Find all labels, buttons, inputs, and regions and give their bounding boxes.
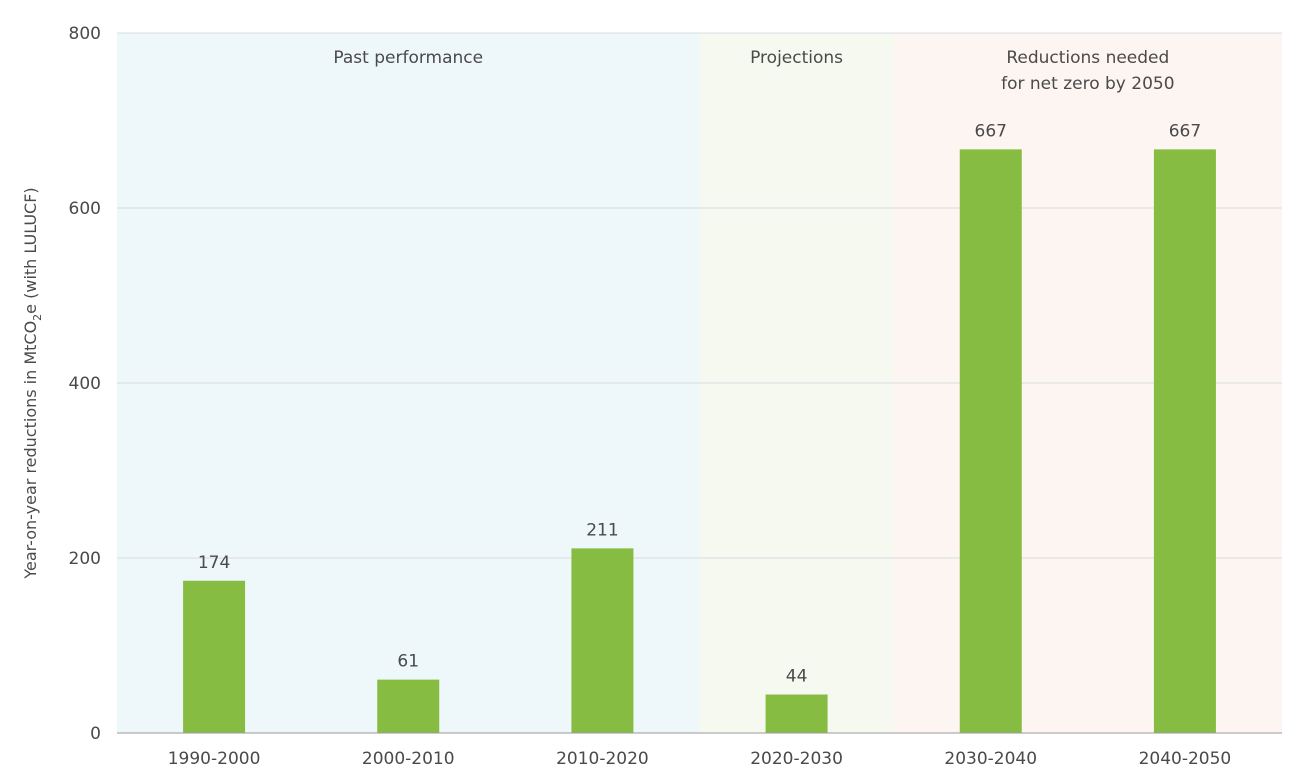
x-axis-ticks: 1990-2000 2000-2010 2010-2020 2020-2030 2030… — [168, 749, 1232, 769]
y-tick-label: 200 — [69, 549, 101, 569]
x-tick-label: 1990-2000 — [168, 749, 261, 769]
y-axis-label: Year-on-year reductions in MtCO2e (with … — [21, 187, 44, 579]
section-labels: Past performance Projections Reductions ne… — [333, 48, 1174, 94]
bar — [959, 149, 1022, 733]
bars — [183, 149, 1216, 733]
y-tick-label: 800 — [69, 24, 101, 44]
y-axis-ticks: 0 200 400 600 800 — [69, 24, 101, 744]
y-axis-label-main: Year-on-year reductions in MtCO — [21, 321, 40, 580]
data-label: 174 — [198, 553, 230, 573]
data-label: 211 — [586, 520, 618, 540]
section-label: Past performance — [333, 48, 483, 68]
section-label-line: Projections — [750, 48, 843, 68]
bar — [1153, 149, 1216, 733]
x-tick-label: 2030-2040 — [944, 749, 1037, 769]
y-tick-label: 400 — [69, 374, 101, 394]
section-label-line: for net zero by 2050 — [1001, 74, 1174, 94]
x-tick-label: 2040-2050 — [1139, 749, 1232, 769]
x-tick-label: 2000-2010 — [362, 749, 455, 769]
x-tick-label: 2020-2030 — [750, 749, 843, 769]
y-tick-label: 600 — [69, 199, 101, 219]
bar — [571, 548, 634, 733]
data-label: 667 — [1169, 121, 1201, 141]
y-tick-label: 0 — [90, 724, 101, 744]
data-label: 667 — [975, 121, 1007, 141]
x-tick-label: 2010-2020 — [556, 749, 649, 769]
gridlines — [117, 32, 1282, 559]
bar — [377, 679, 440, 733]
bar — [183, 580, 246, 733]
y-axis-label-tail: e (with LULUCF) — [21, 187, 40, 313]
section-label: Reductions needed for net zero by 2050 — [1001, 48, 1174, 94]
data-label: 61 — [397, 652, 419, 672]
section-label-line: Reductions needed — [1006, 48, 1169, 68]
value-labels: 174 61 211 44 667 667 — [198, 121, 1201, 686]
section-label-line: Past performance — [333, 48, 483, 68]
section-label: Projections — [750, 48, 843, 68]
bar — [765, 694, 828, 733]
y-axis-label-subscript: 2 — [31, 314, 44, 321]
data-label: 44 — [786, 667, 808, 687]
